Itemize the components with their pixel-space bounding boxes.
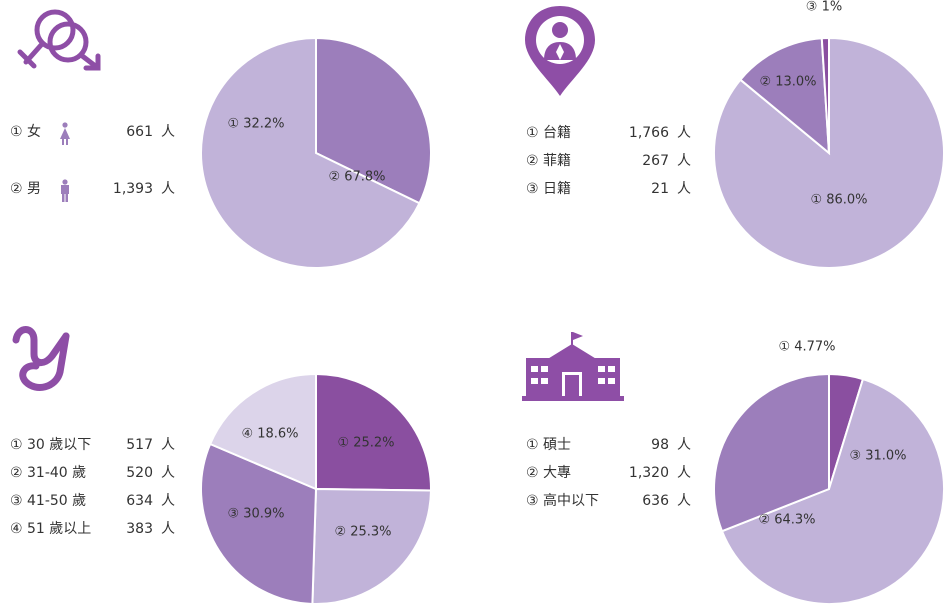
pie-slice <box>311 487 433 605</box>
legend-value: 1,393 <box>112 181 153 197</box>
legend-label: ④ 51 歲以上 <box>10 521 92 537</box>
legend-unit: 人 <box>677 125 691 141</box>
pie-slice <box>315 36 432 205</box>
pie-data-label: ① 86.0% <box>810 193 867 208</box>
pie-slice <box>820 36 830 154</box>
pie-data-label: ③ 1% <box>806 0 842 15</box>
gender-symbol-icon <box>17 9 101 71</box>
pie-data-label: ② 25.3% <box>334 525 391 540</box>
legend-row-male: ② 男 1,393 人 <box>10 177 175 202</box>
legend-unit: 人 <box>677 437 691 453</box>
legend-row-masters: ① 碩士 98 人 <box>526 433 691 457</box>
pie-data-label: ④ 18.6% <box>241 427 298 442</box>
legend-label: ① 30 歲以下 <box>10 437 92 453</box>
legend-value: 21 <box>651 181 669 197</box>
pie-data-label: ② 13.0% <box>759 75 816 90</box>
legend-label: ② 大專 <box>526 465 572 481</box>
legend-row-college: ② 大專 1,320 人 <box>526 461 691 485</box>
legend-value: 98 <box>651 437 669 453</box>
legend-value: 520 <box>126 465 153 481</box>
legend-unit: 人 <box>677 153 691 169</box>
legend-unit: 人 <box>677 493 691 509</box>
pie-data-label: ① 32.2% <box>227 117 284 132</box>
pie-data-label: ① 4.77% <box>778 340 835 355</box>
legend-value: 1,320 <box>628 465 669 481</box>
legend-unit: 人 <box>161 181 175 197</box>
legend-value: 383 <box>126 521 153 537</box>
pie-slice <box>200 442 318 605</box>
legend-unit: 人 <box>161 493 175 509</box>
legend-label: ③ 41-50 歲 <box>10 493 87 509</box>
legend-label: ② 31-40 歲 <box>10 465 87 481</box>
legend-unit: 人 <box>677 465 691 481</box>
pie-chart-1: ① 32.2% ② 67.8% <box>200 36 432 269</box>
legend-value: 1,766 <box>628 125 669 141</box>
pie-slice <box>713 36 945 269</box>
legend-unit: 人 <box>677 181 691 197</box>
legend-row-age-under-30: ① 30 歲以下 517 人 <box>10 433 175 457</box>
pie-charts: ① 32.2% ② 67.8% ① 86.0% ② 13.0% ③ 1% ① 25.2% ②… <box>200 0 945 605</box>
pie-data-label: ③ 31.0% <box>849 449 906 464</box>
pie-slice <box>315 372 432 492</box>
pie-slice <box>720 377 945 605</box>
legend-unit: 人 <box>161 465 175 481</box>
legend-label: ② 菲籍 <box>526 153 572 169</box>
legend-label: ③ 高中以下 <box>526 493 600 509</box>
male-icon <box>61 179 69 202</box>
pie-slice <box>200 36 421 269</box>
legend-row-age-41-50: ③ 41-50 歲 634 人 <box>10 489 175 513</box>
pie-data-label: ③ 30.9% <box>227 507 284 522</box>
legend-row-philippines: ② 菲籍 267 人 <box>526 149 691 173</box>
pie-chart-3: ① 25.2% ② 25.3% ③ 30.9% ④ 18.6% <box>200 372 433 605</box>
legend-label: ① 台籍 <box>526 125 572 141</box>
pie-slice <box>738 37 831 156</box>
legend-value: 661 <box>126 124 153 140</box>
female-icon <box>60 122 70 145</box>
pie-data-label: ① 25.2% <box>337 436 394 451</box>
pie-data-label: ② 64.3% <box>758 513 815 528</box>
legend-row-taiwan: ① 台籍 1,766 人 <box>526 121 691 145</box>
age-script-y-icon <box>12 326 70 391</box>
legend-value: 267 <box>642 153 669 169</box>
legend-row-age-31-40: ② 31-40 歲 520 人 <box>10 461 175 485</box>
legend-label: ① 女 <box>10 124 42 140</box>
legend-row-japan: ③ 日籍 21 人 <box>526 177 691 201</box>
legend-row-female: ① 女 661 人 <box>10 120 175 145</box>
pie-data-label: ② 67.8% <box>328 170 385 185</box>
legend-value: 517 <box>126 437 153 453</box>
legend-label: ② 男 <box>10 181 42 197</box>
person-location-pin-icon <box>525 6 595 96</box>
legend-value: 636 <box>642 493 669 509</box>
legend-label: ③ 日籍 <box>526 181 572 197</box>
school-building-icon <box>522 332 624 401</box>
legend-value: 634 <box>126 493 153 509</box>
pie-slice <box>713 372 830 533</box>
legend-label: ① 碩士 <box>526 437 572 453</box>
legend-unit: 人 <box>161 437 175 453</box>
pie-chart-2: ① 86.0% ② 13.0% ③ 1% <box>713 0 945 269</box>
legend-unit: 人 <box>161 124 175 140</box>
legend-unit: 人 <box>161 521 175 537</box>
pie-chart-4: ① 4.77% ② 64.3% ③ 31.0% <box>713 340 945 605</box>
legend-row-age-51-plus: ④ 51 歲以上 383 人 <box>10 517 175 541</box>
legend-row-high-school: ③ 高中以下 636 人 <box>526 489 691 513</box>
pie-slice <box>208 372 317 491</box>
